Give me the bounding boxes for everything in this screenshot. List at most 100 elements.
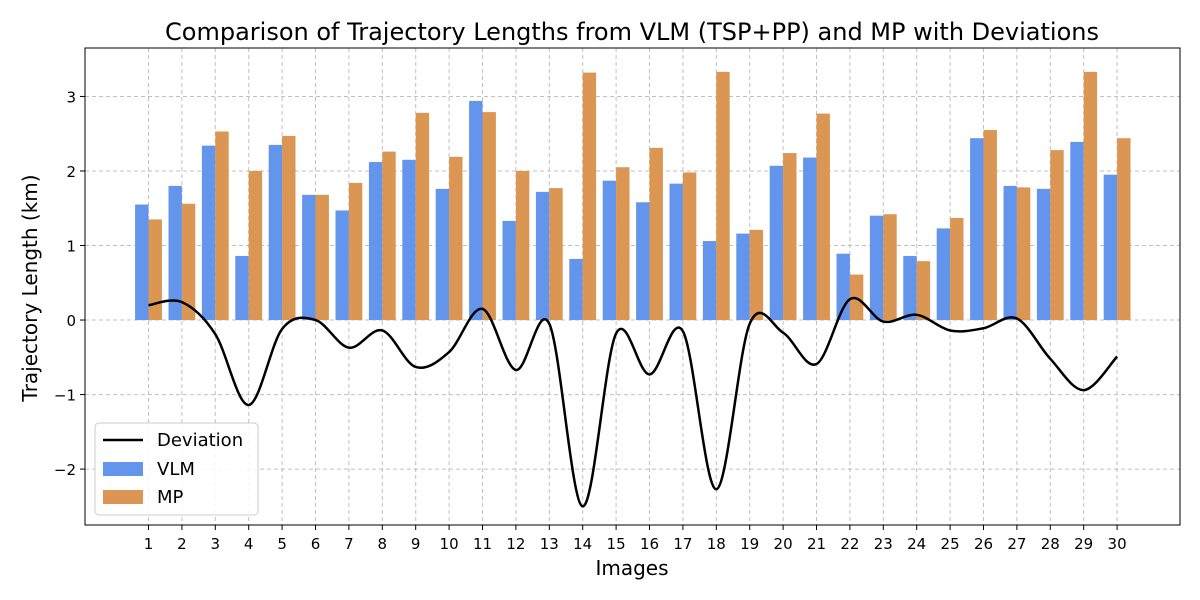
- mp-bar: [215, 131, 229, 321]
- vlm-bar: [1103, 174, 1118, 321]
- mp-bar: [883, 214, 897, 321]
- vlm-bar: [201, 145, 216, 321]
- vlm-bar: [1036, 188, 1051, 321]
- vlm-bar: [1003, 185, 1017, 321]
- vlm-bar: [669, 183, 683, 321]
- x-tick-label: 23: [874, 535, 893, 553]
- x-tick-label: 14: [573, 535, 592, 553]
- vlm-bar: [302, 194, 316, 321]
- x-tick-label: 20: [774, 535, 793, 553]
- x-tick-label: 27: [1007, 535, 1026, 553]
- x-tick-label: 18: [707, 535, 726, 553]
- x-tick-label: 17: [673, 535, 692, 553]
- vlm-bar: [235, 255, 249, 321]
- legend-deviation-label: Deviation: [157, 430, 243, 451]
- legend-mp-swatch: [103, 490, 143, 504]
- x-tick-label: 6: [311, 535, 321, 553]
- vlm-bar: [268, 144, 283, 321]
- mp-bar: [649, 147, 663, 321]
- deviation-line: [148, 296, 1119, 508]
- vlm-bar: [869, 215, 884, 321]
- vlm-bar: [1070, 141, 1084, 321]
- vlm-bar: [702, 241, 717, 321]
- vlm-bar: [803, 157, 817, 321]
- mp-bar: [282, 135, 296, 321]
- vlm-bar: [435, 188, 450, 321]
- x-axis-title: Images: [595, 556, 668, 580]
- x-tick-label: 13: [540, 535, 559, 553]
- x-tick-label: 2: [177, 535, 187, 553]
- x-tick-label: 21: [807, 535, 826, 553]
- mp-bar: [1050, 150, 1064, 321]
- x-tick-label: 10: [440, 535, 459, 553]
- vlm-bar: [535, 191, 550, 321]
- x-tick-label: 11: [473, 535, 492, 553]
- x-tick-label: 19: [740, 535, 759, 553]
- mp-bar: [582, 72, 597, 321]
- legend-vlm-label: VLM: [157, 459, 195, 480]
- y-tick-label: −1: [54, 387, 76, 405]
- mp-bar: [1016, 187, 1031, 321]
- legend-mp-label: MP: [157, 487, 184, 508]
- mp-bar: [1083, 71, 1098, 321]
- mp-bar: [950, 217, 964, 321]
- mp-bar: [348, 182, 363, 321]
- legend-vlm-swatch: [103, 462, 143, 476]
- mp-bar: [181, 203, 196, 321]
- vlm-bar: [936, 228, 951, 321]
- plot-frame: [84, 47, 1181, 526]
- vlm-bar: [368, 162, 383, 321]
- mp-bar: [682, 172, 697, 321]
- y-tick-label: 2: [66, 163, 76, 181]
- x-tick-label: 3: [211, 535, 221, 553]
- vlm-bar: [168, 185, 182, 321]
- vlm-bar: [335, 210, 349, 321]
- vlm-bar: [502, 220, 516, 321]
- mp-bar: [549, 188, 563, 321]
- x-tick-label: 22: [840, 535, 859, 553]
- x-tick-label: 9: [411, 535, 421, 553]
- mp-bar: [983, 129, 997, 321]
- y-tick-label: 1: [66, 238, 76, 256]
- mp-bar: [315, 194, 329, 321]
- vlm-bar: [903, 255, 917, 321]
- mp-bar: [1117, 138, 1131, 321]
- x-tick-label: 4: [244, 535, 254, 553]
- mp-bar: [716, 71, 730, 321]
- mp-bar: [515, 170, 530, 321]
- y-axis-title: Trajectory Length (km): [18, 174, 42, 402]
- x-tick-label: 30: [1108, 535, 1127, 553]
- mp-bar: [749, 229, 764, 321]
- mp-bar: [816, 113, 830, 321]
- y-tick-label: 0: [66, 312, 76, 330]
- x-tick-label: 24: [907, 535, 926, 553]
- vlm-bar: [402, 159, 416, 321]
- vlm-bar: [135, 204, 149, 321]
- chart-title: Comparison of Trajectory Lengths from VL…: [165, 18, 1099, 46]
- mp-bar: [916, 261, 931, 321]
- bar-layer: [135, 71, 1131, 321]
- mp-bar: [148, 219, 162, 321]
- mp-bar: [382, 151, 396, 321]
- mp-bar: [449, 156, 463, 321]
- x-tick-label: 5: [277, 535, 287, 553]
- vlm-bar: [769, 165, 784, 321]
- vlm-bar: [970, 138, 984, 321]
- x-tick-label: 16: [640, 535, 659, 553]
- x-tick-label: 1: [144, 535, 154, 553]
- x-tick-label: 7: [344, 535, 354, 553]
- mp-bar: [616, 167, 630, 321]
- vlm-bar: [469, 100, 483, 321]
- x-tick-label: 12: [506, 535, 525, 553]
- y-tick-label: −2: [54, 461, 76, 479]
- x-tick-label: 8: [378, 535, 388, 553]
- vlm-bar: [569, 258, 583, 321]
- x-tick-label: 29: [1074, 535, 1093, 553]
- mp-bar: [482, 112, 496, 321]
- vlm-bar: [602, 180, 617, 321]
- mp-bar: [783, 153, 797, 321]
- x-tick-label: 28: [1041, 535, 1060, 553]
- mp-bar: [248, 170, 263, 321]
